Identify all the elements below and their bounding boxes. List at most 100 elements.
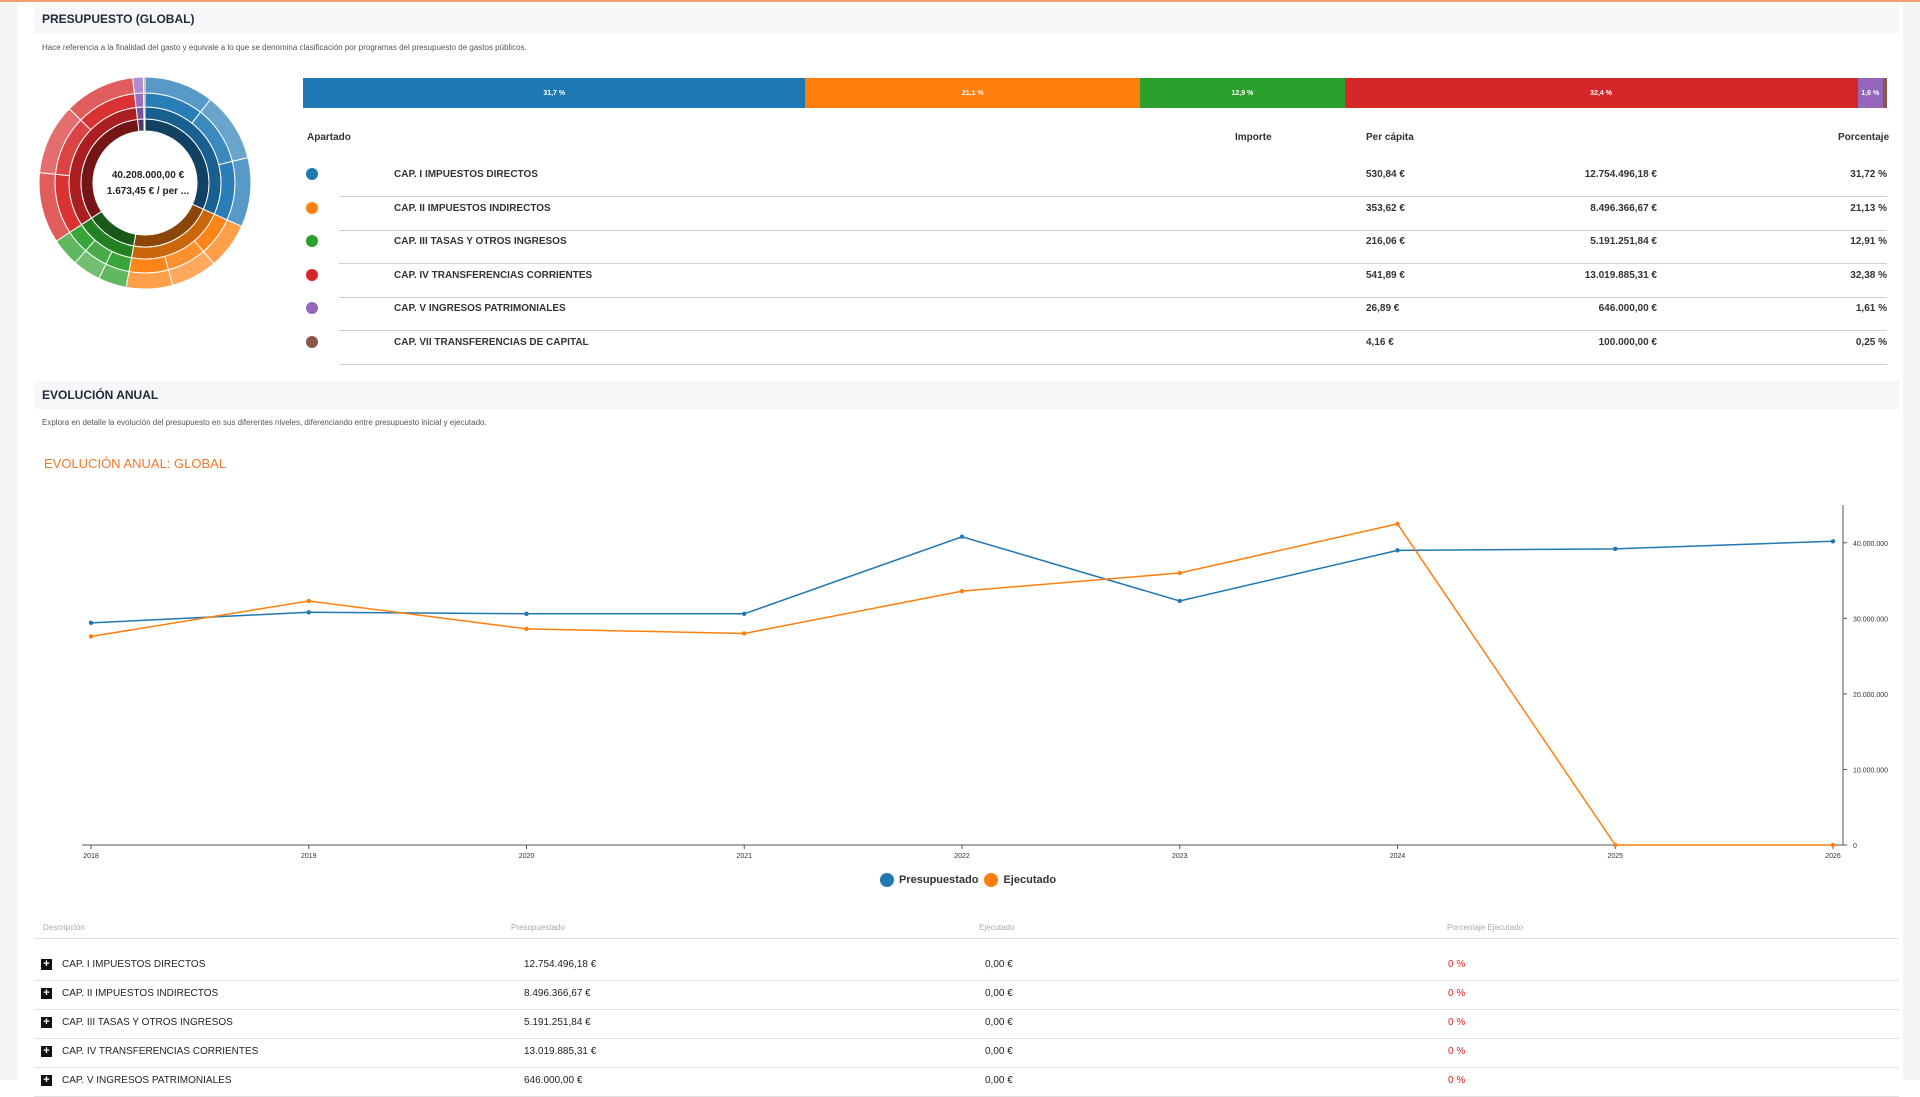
row-per-capita: 530,84 € (1366, 169, 1405, 180)
budget-section-title: PRESUPUESTO (GLOBAL) (42, 12, 195, 26)
sunburst-segment[interactable] (133, 92, 145, 109)
x-tick-label: 2021 (736, 853, 752, 860)
table-row[interactable]: CAP. VII TRANSFERENCIAS DE CAPITAL 100.00… (303, 331, 1887, 365)
data-point-presupuestado[interactable] (1613, 546, 1618, 552)
row-ejecutado: 0,00 € (985, 1075, 1013, 1086)
row-per-capita: 541,89 € (1366, 269, 1405, 281)
data-point-ejecutado[interactable] (1613, 842, 1618, 848)
row-descripcion: CAP. I IMPUESTOS DIRECTOS (62, 959, 206, 970)
category-color-dot (306, 168, 318, 180)
sunburst-segment[interactable] (143, 106, 146, 120)
table-row[interactable]: CAP. II IMPUESTOS INDIRECTOS 8.496.366,67… (303, 197, 1887, 231)
stacked-segment[interactable]: 1,6 % (1857, 78, 1883, 108)
y-tick-label: 20.000.000 (1853, 692, 1888, 699)
data-point-ejecutado[interactable] (742, 631, 747, 636)
row-descripcion: CAP. III TASAS Y OTROS INGRESOS (62, 1017, 233, 1028)
row-divider (34, 980, 1899, 981)
y-tick-label: 10.000.000 (1853, 767, 1888, 774)
row-presupuestado: 12.754.496,18 € (524, 959, 597, 970)
sunburst-segment[interactable] (128, 255, 170, 274)
data-point-presupuestado[interactable] (742, 611, 747, 616)
data-point-presupuestado[interactable] (306, 610, 311, 615)
x-tick-label: 2018 (83, 853, 99, 860)
y-tick-label: 30.000.000 (1853, 616, 1888, 623)
row-apartado: CAP. I IMPUESTOS DIRECTOS (394, 169, 538, 180)
row-presupuestado: 646.000,00 € (524, 1075, 583, 1086)
legend-dot-ejecutado (984, 873, 999, 887)
legend-item-presupuestado[interactable]: Presupuestado (880, 873, 978, 887)
sunburst-segment[interactable] (135, 106, 145, 120)
category-color-dot (306, 268, 318, 281)
legend-item-ejecutado[interactable]: Ejecutado (984, 873, 1056, 887)
table-row[interactable]: CAP. IV TRANSFERENCIAS CORRIENTES 13.019.… (303, 264, 1887, 298)
row-importe: 8.496.366,67 € (1590, 202, 1657, 214)
evolution-line-chart[interactable]: 0 10.000.000 20.000.000 30.000.000 40.000.00… (0, 490, 1920, 860)
row-porcentaje-ejecutado: 0 % (1448, 988, 1466, 999)
sunburst-segment[interactable] (143, 118, 146, 132)
data-point-ejecutado[interactable] (524, 626, 529, 632)
data-point-presupuestado[interactable] (88, 620, 94, 626)
data-point-ejecutado[interactable] (88, 634, 94, 639)
row-descripcion: CAP. IV TRANSFERENCIAS CORRIENTES (62, 1046, 259, 1057)
category-color-dot (306, 302, 318, 314)
row-porcentaje: 31,72 % (1850, 169, 1887, 180)
bottom-table-row[interactable]: + CAP. V INGRESOS PATRIMONIALES 646.000,00… (34, 1068, 1899, 1097)
sunburst-chart[interactable] (30, 68, 260, 298)
chart-title: EVOLUCIÓN ANUAL: GLOBAL (44, 456, 227, 471)
bottom-table-row[interactable]: + CAP. III TASAS Y OTROS INGRESOS 5.191.25… (34, 1010, 1899, 1039)
series-line-presupuestado[interactable] (90, 535, 1834, 624)
stacked-segment[interactable]: 21,1 % (805, 78, 1141, 108)
sunburst-segment[interactable] (132, 76, 145, 95)
data-point-presupuestado[interactable] (959, 534, 965, 539)
legend-label-ejecutado: Ejecutado (1003, 874, 1057, 886)
stacked-segment[interactable] (1883, 78, 1887, 108)
bottom-table-row[interactable]: + CAP. I IMPUESTOS DIRECTOS 12.754.496,18 … (34, 952, 1899, 981)
y-tick-label: 40.000.000 (1853, 541, 1888, 548)
row-porcentaje: 0,25 % (1855, 336, 1887, 348)
row-porcentaje: 32,38 % (1850, 269, 1887, 281)
row-descripcion: CAP. V INGRESOS PATRIMONIALES (62, 1075, 232, 1086)
table-row[interactable]: CAP. III TASAS Y OTROS INGRESOS 5.191.251… (303, 230, 1887, 264)
expand-plus-icon[interactable]: + (41, 1046, 52, 1057)
table-row[interactable]: CAP. V INGRESOS PATRIMONIALES 646.000,00 … (303, 297, 1887, 331)
category-color-dot (306, 201, 318, 214)
data-point-presupuestado[interactable] (1830, 539, 1836, 544)
row-importe: 13.019.885,31 € (1584, 269, 1657, 281)
y-tick-label: 0 (1853, 843, 1857, 850)
bottom-table-row[interactable]: + CAP. IV TRANSFERENCIAS CORRIENTES 13.019… (34, 1039, 1899, 1068)
bt-header-descripcion: Descripción (43, 923, 85, 932)
sunburst-segment[interactable] (136, 118, 145, 132)
stacked-percentage-bar[interactable]: 31,7 % 21,1 % 12,9 % 32,4 % 1,6 % (303, 78, 1887, 108)
expand-plus-icon[interactable]: + (41, 988, 52, 999)
bottom-table-row[interactable]: + CAP. II IMPUESTOS INDIRECTOS 8.496.366,6… (34, 981, 1899, 1010)
row-divider (339, 330, 1887, 331)
stacked-segment[interactable]: 31,7 % (303, 78, 806, 108)
series-line-ejecutado[interactable] (90, 523, 1833, 846)
row-presupuestado: 5.191.251,84 € (524, 1017, 591, 1028)
data-point-presupuestado[interactable] (524, 611, 529, 616)
expand-plus-icon[interactable]: + (41, 1075, 52, 1086)
top-accent-line (0, 0, 1920, 2)
expand-plus-icon[interactable]: + (41, 959, 52, 970)
sunburst-segment[interactable] (143, 92, 146, 108)
expand-plus-icon[interactable]: + (41, 1017, 52, 1028)
table-row[interactable]: CAP. I IMPUESTOS DIRECTOS 12.754.496,18 €… (303, 163, 1887, 197)
row-porcentaje: 21,13 % (1850, 202, 1887, 214)
data-point-presupuestado[interactable] (1177, 598, 1182, 604)
data-point-ejecutado[interactable] (1830, 842, 1836, 848)
header-porcentaje: Porcentaje (1838, 132, 1890, 143)
row-divider (34, 1067, 1899, 1068)
data-point-ejecutado[interactable] (306, 598, 311, 604)
stacked-segment[interactable]: 32,4 % (1344, 78, 1858, 108)
bt-header-ejecutado: Ejecutado (979, 923, 1015, 932)
data-point-ejecutado[interactable] (1177, 570, 1182, 576)
data-point-ejecutado[interactable] (1395, 521, 1400, 527)
stacked-segment[interactable]: 12,9 % (1140, 78, 1345, 108)
data-point-ejecutado[interactable] (959, 588, 965, 594)
category-color-dot (306, 335, 318, 348)
data-point-presupuestado[interactable] (1395, 548, 1400, 553)
sunburst-segment[interactable] (142, 76, 146, 94)
header-apartado: Apartado (307, 132, 351, 143)
row-divider (339, 363, 1887, 365)
sunburst-segment[interactable] (125, 269, 174, 290)
